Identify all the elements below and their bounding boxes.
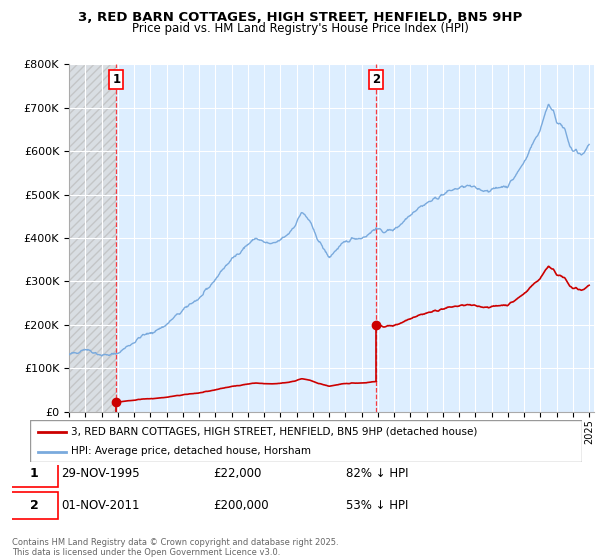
Text: 1: 1 bbox=[29, 466, 38, 480]
Text: Price paid vs. HM Land Registry's House Price Index (HPI): Price paid vs. HM Land Registry's House … bbox=[131, 22, 469, 35]
Text: 1: 1 bbox=[112, 73, 121, 86]
Text: Contains HM Land Registry data © Crown copyright and database right 2025.
This d: Contains HM Land Registry data © Crown c… bbox=[12, 538, 338, 557]
Bar bbox=[69, 64, 116, 412]
Text: 01-NOV-2011: 01-NOV-2011 bbox=[61, 499, 139, 512]
Text: 2: 2 bbox=[29, 499, 38, 512]
Text: 3, RED BARN COTTAGES, HIGH STREET, HENFIELD, BN5 9HP (detached house): 3, RED BARN COTTAGES, HIGH STREET, HENFI… bbox=[71, 427, 478, 437]
Text: HPI: Average price, detached house, Horsham: HPI: Average price, detached house, Hors… bbox=[71, 446, 311, 456]
Text: 2: 2 bbox=[373, 73, 380, 86]
Text: 29-NOV-1995: 29-NOV-1995 bbox=[61, 466, 140, 480]
Text: 3, RED BARN COTTAGES, HIGH STREET, HENFIELD, BN5 9HP: 3, RED BARN COTTAGES, HIGH STREET, HENFI… bbox=[78, 11, 522, 24]
Text: £200,000: £200,000 bbox=[214, 499, 269, 512]
FancyBboxPatch shape bbox=[9, 492, 58, 519]
FancyBboxPatch shape bbox=[9, 460, 58, 487]
Text: 82% ↓ HPI: 82% ↓ HPI bbox=[346, 466, 409, 480]
Text: £22,000: £22,000 bbox=[214, 466, 262, 480]
FancyBboxPatch shape bbox=[30, 420, 582, 462]
Text: 53% ↓ HPI: 53% ↓ HPI bbox=[346, 499, 409, 512]
